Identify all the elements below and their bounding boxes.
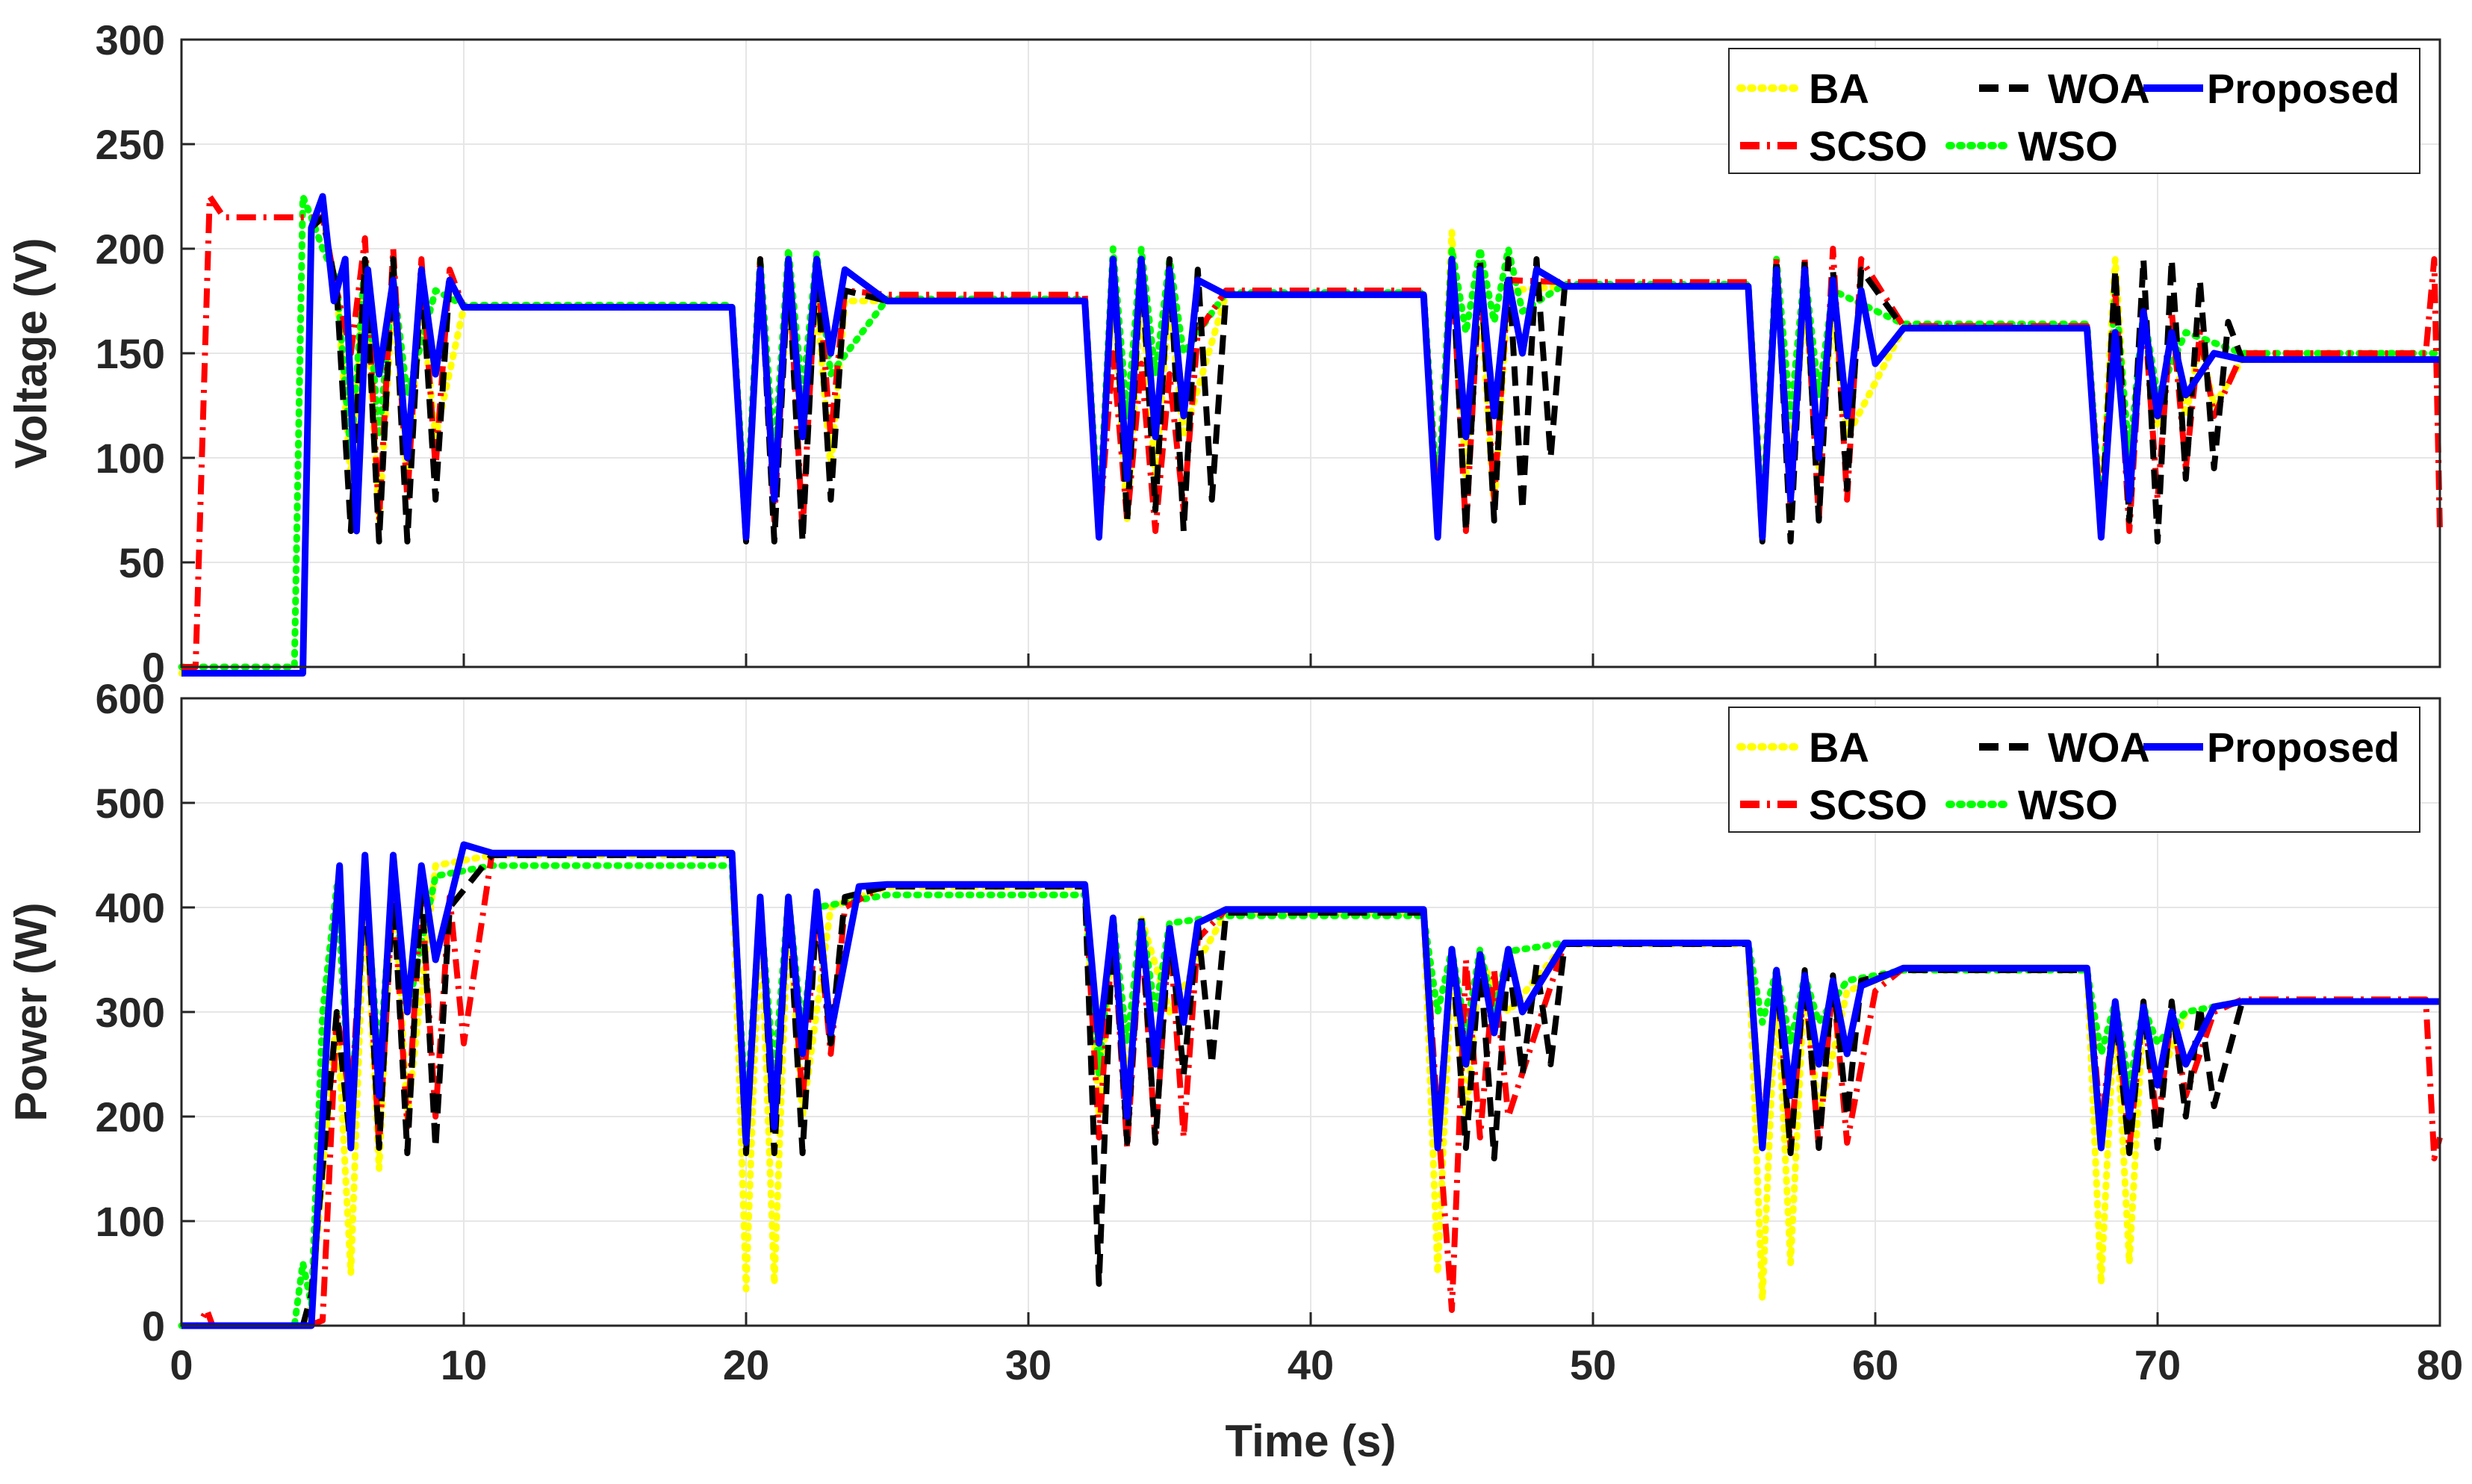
power-x-tick-label: 50 [1570,1341,1616,1388]
power-y-tick-label: 200 [96,1093,165,1140]
voltage-y-tick-label: 0 [142,644,165,691]
power-x-tick-label: 40 [1288,1341,1334,1388]
power-x-tick-label: 70 [2134,1341,2181,1388]
voltage-legend-wso-label: WSO [2018,122,2118,170]
x-axis-label: Time (s) [1226,1416,1397,1466]
power-y-tick-label: 100 [96,1198,165,1245]
voltage-y-tick-label: 200 [96,226,165,273]
voltage-y-tick-label: 250 [96,121,165,168]
power-x-tick-label: 10 [441,1341,487,1388]
power-x-tick-label: 80 [2417,1341,2463,1388]
power-y-tick-label: 400 [96,884,165,931]
power-x-tick-label: 60 [1852,1341,1898,1388]
voltage-y-ticks: 0 50 100 150 200 250 300 [96,16,195,691]
voltage-y-tick-label: 300 [96,16,165,63]
voltage-legend-box [1728,48,2420,174]
power-legend-wso-label: WSO [2018,781,2118,828]
power-legend-box [1728,707,2420,833]
power-legend-ba-label: BA [1809,724,1869,771]
voltage-series-proposed [181,193,2440,677]
voltage-y-tick-label: 50 [119,539,165,586]
voltage-y-tick-label: 100 [96,435,165,482]
voltage-y-tick-label: 150 [96,330,165,377]
voltage-legend: BA WOA Proposed SCSO WSO [1728,48,2420,174]
voltage-legend-scso-label: SCSO [1809,122,1928,170]
power-series-proposed [181,841,2440,1329]
voltage-series [178,193,2444,677]
power-x-tick-label: 0 [170,1341,193,1388]
power-y-tick-label: 0 [142,1303,165,1350]
power-x-ticks: 0 10 20 30 40 50 60 70 80 [170,1312,2463,1388]
power-panel: 0 10 20 30 40 50 60 70 80 0 100 200 300 400 500 600 Po… [6,675,2463,1466]
power-y-tick-label: 500 [96,780,165,827]
power-y-ticks: 0 100 200 300 400 500 600 [96,675,195,1350]
power-legend-proposed-label: Proposed [2207,724,2400,771]
power-legend-scso-label: SCSO [1809,781,1928,828]
power-legend: BA WOA Proposed SCSO WSO [1728,707,2420,833]
power-y-axis-label: Power (W) [6,902,56,1121]
power-y-tick-label: 600 [96,675,165,722]
voltage-y-axis-label: Voltage (V) [6,238,56,469]
power-y-tick-label: 300 [96,989,165,1036]
power-series [178,841,2444,1329]
power-legend-woa-label: WOA [2048,724,2150,771]
voltage-legend-woa-label: WOA [2048,65,2150,112]
voltage-legend-proposed-label: Proposed [2207,65,2400,112]
power-x-tick-label: 20 [723,1341,769,1388]
voltage-panel: 0 50 100 150 200 250 300 Voltage (V) BA WOA Pr… [6,16,2444,691]
power-x-tick-label: 30 [1005,1341,1052,1388]
voltage-x-ticks [180,653,2441,667]
voltage-legend-ba-label: BA [1809,65,1869,112]
